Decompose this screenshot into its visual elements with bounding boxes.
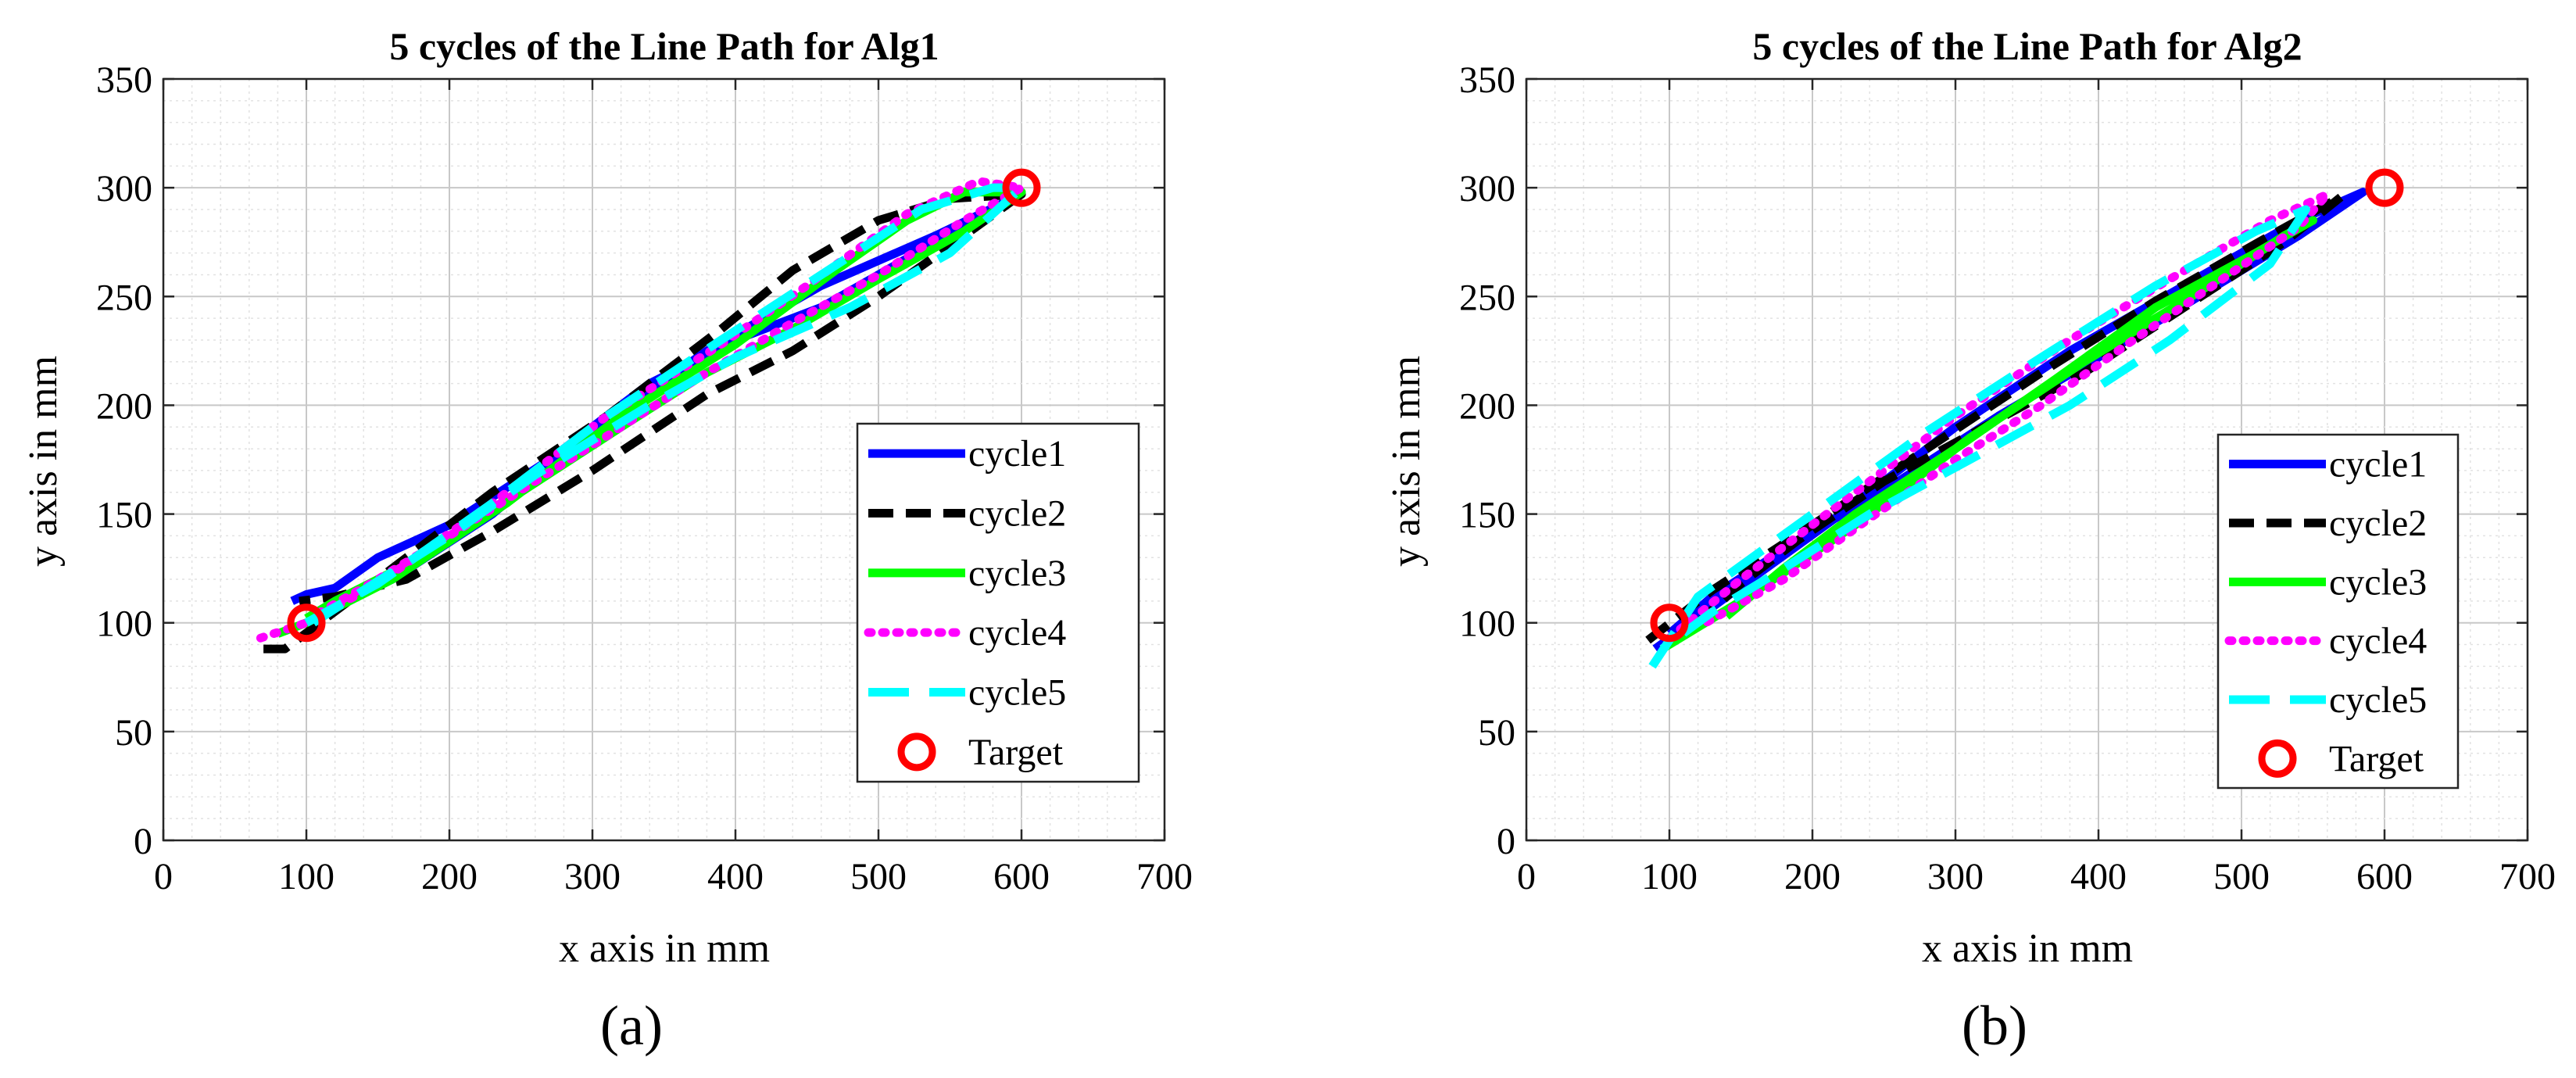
x-tick-label: 700 xyxy=(1136,856,1193,897)
y-axis-label: y axis in mm xyxy=(1384,356,1429,567)
x-tick-label: 100 xyxy=(278,856,335,897)
x-tick-label: 200 xyxy=(1784,856,1841,897)
panel-label: (b) xyxy=(1962,994,2027,1057)
target-marker xyxy=(1002,168,1041,207)
x-tick-label: 600 xyxy=(993,856,1050,897)
series-line-cycle5 xyxy=(304,183,1026,627)
x-tick-label: 100 xyxy=(1641,856,1698,897)
x-tick-label: 500 xyxy=(2213,856,2270,897)
y-tick-label: 150 xyxy=(1459,495,1515,536)
legend-label-cycle4: cycle4 xyxy=(968,612,1066,654)
x-tick-label: 200 xyxy=(421,856,478,897)
axis-ticks: 0 100 200 300 400 500 600 700 0 50 100 150 200 250 300… xyxy=(1459,59,2556,897)
legend-label-cycle5: cycle5 xyxy=(2329,679,2427,721)
axis-ticks: 0 100 200 300 400 500 600 700 0 50 100 150 200 250 300… xyxy=(96,59,1193,897)
y-tick-label: 100 xyxy=(96,603,152,645)
chart-title: 5 cycles of the Line Path for Alg1 xyxy=(389,24,939,68)
series-group xyxy=(256,177,1026,654)
x-axis-label: x axis in mm xyxy=(559,926,770,971)
plot-frame xyxy=(1525,77,2529,842)
target-marker xyxy=(1650,603,1689,643)
x-tick-label: 700 xyxy=(2499,856,2556,897)
y-tick-label: 200 xyxy=(96,385,152,427)
x-axis-label: x axis in mm xyxy=(1922,926,2133,971)
legend-label-cycle4: cycle4 xyxy=(2329,621,2427,662)
y-tick-label: 300 xyxy=(1459,168,1515,210)
legend-label-cycle2: cycle2 xyxy=(968,493,1066,535)
legend-label-cycle2: cycle2 xyxy=(2329,503,2427,544)
y-tick-label: 200 xyxy=(1459,385,1515,427)
grid xyxy=(163,78,1165,841)
y-tick-label: 250 xyxy=(96,277,152,318)
x-tick-label: 400 xyxy=(2070,856,2127,897)
x-tick-label: 600 xyxy=(2356,856,2413,897)
target-markers xyxy=(287,168,1041,643)
legend-label-cycle1: cycle1 xyxy=(968,433,1066,475)
series-line-cycle2 xyxy=(1645,192,2346,644)
panel-label: (a) xyxy=(600,994,663,1057)
x-tick-label: 0 xyxy=(1517,856,1536,897)
y-tick-label: 250 xyxy=(1459,277,1515,318)
y-tick-label: 100 xyxy=(1459,603,1515,645)
legend-label-cycle3: cycle3 xyxy=(968,553,1066,594)
legend-label-target: Target xyxy=(2329,738,2424,779)
legend-label-cycle3: cycle3 xyxy=(2329,561,2427,603)
x-tick-label: 300 xyxy=(564,856,621,897)
target-markers xyxy=(1650,168,2404,643)
chart-panel-b: 0 100 200 300 400 500 600 700 0 50 100 150 200 250 300… xyxy=(1384,24,2556,1057)
y-tick-label: 150 xyxy=(96,495,152,536)
target-marker xyxy=(2365,168,2404,207)
y-tick-label: 350 xyxy=(96,59,152,101)
y-tick-label: 50 xyxy=(1478,712,1515,754)
y-tick-label: 0 xyxy=(1497,821,1515,862)
series-line-cycle3 xyxy=(1659,216,2317,653)
plot-frame xyxy=(162,77,1166,842)
series-group xyxy=(1645,188,2368,669)
chart-title: 5 cycles of the Line Path for Alg2 xyxy=(1752,24,2302,68)
y-tick-label: 0 xyxy=(134,821,152,862)
legend-label-cycle1: cycle1 xyxy=(2329,444,2427,485)
target-marker xyxy=(287,603,326,643)
y-tick-label: 50 xyxy=(115,712,152,754)
legend-box xyxy=(2216,433,2460,790)
x-tick-label: 0 xyxy=(154,856,173,897)
legend-label-target: Target xyxy=(968,732,1064,773)
y-tick-label: 350 xyxy=(1459,59,1515,101)
chart-panel-a: 0 100 200 300 400 500 600 700 0 50 100 150 200 250 300… xyxy=(21,24,1193,1057)
x-tick-label: 300 xyxy=(1927,856,1984,897)
y-axis-label: y axis in mm xyxy=(21,356,66,567)
legend-swatch-target xyxy=(897,732,936,772)
legend-label-cycle5: cycle5 xyxy=(968,672,1066,714)
x-tick-label: 400 xyxy=(707,856,764,897)
y-tick-label: 300 xyxy=(96,168,152,210)
legend: cycle1 cycle2 cycle3 cycle4 cycle5 Target xyxy=(856,422,1140,783)
legend: cycle1 cycle2 cycle3 cycle4 cycle5 Target xyxy=(2216,433,2460,790)
legend-swatch-target xyxy=(2258,739,2297,778)
legend-box xyxy=(856,422,1140,783)
x-tick-label: 500 xyxy=(850,856,907,897)
